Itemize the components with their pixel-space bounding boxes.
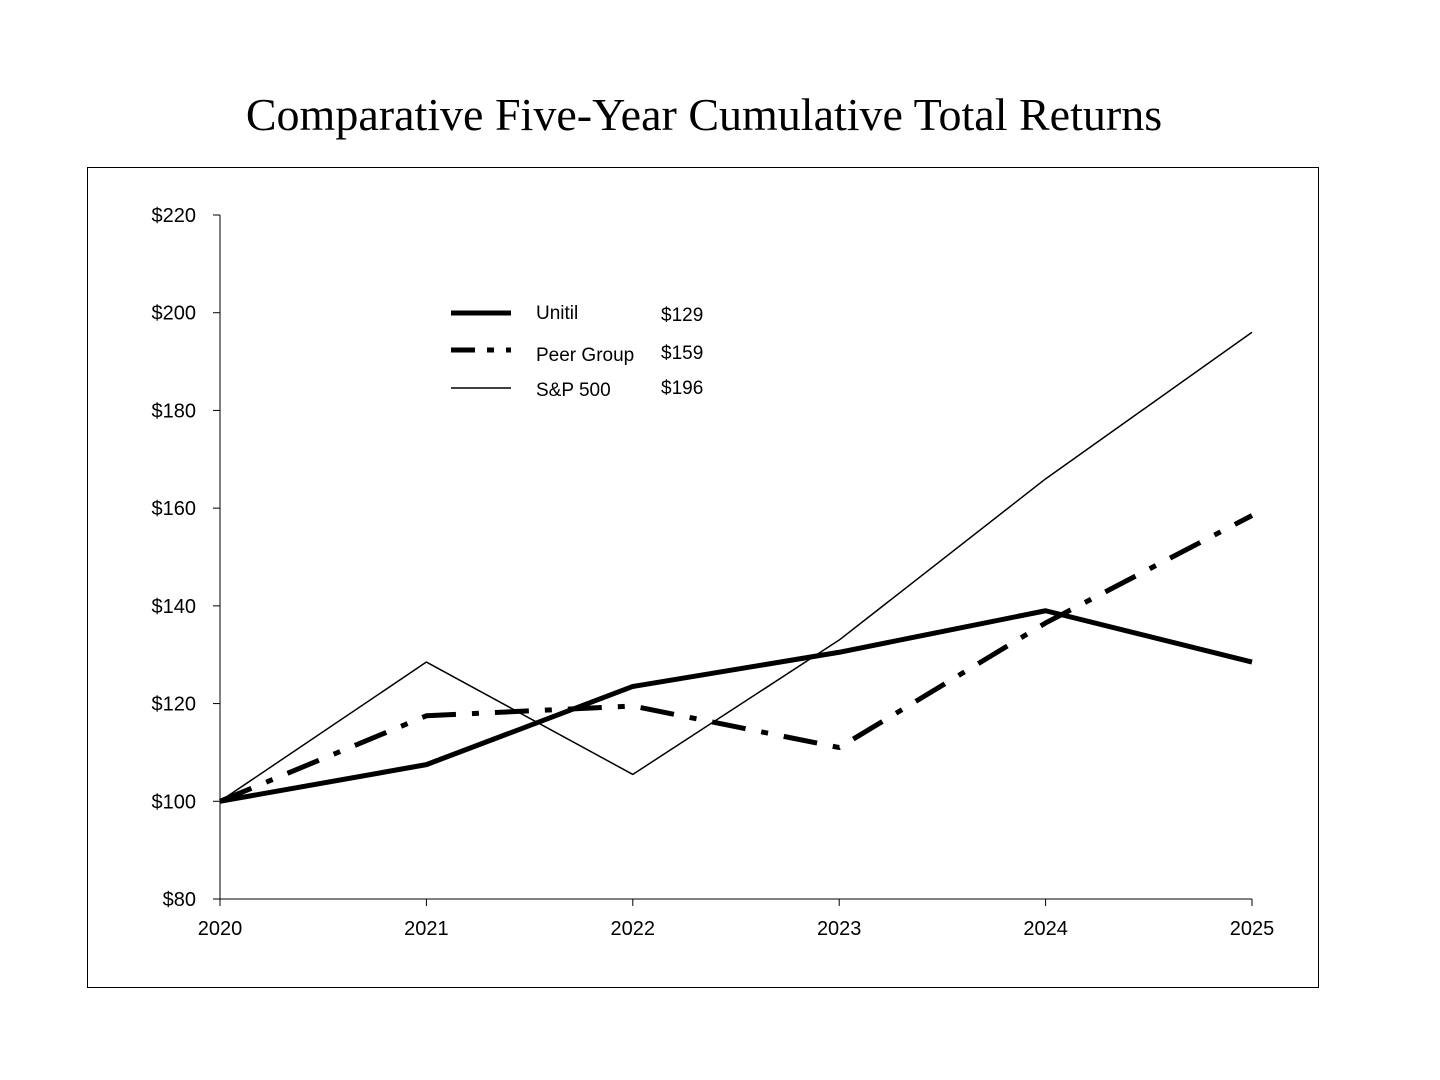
chart-frame [87,167,1319,988]
chart-title: Comparative Five-Year Cumulative Total R… [245,89,1163,140]
y-tick-label: $80 [163,889,196,911]
x-tick-label: 2020 [198,918,243,940]
series-line-s-p-500 [219,331,1253,802]
y-tick-label: $100 [152,791,197,813]
chart-series [219,331,1254,804]
x-tick-label: 2023 [817,918,862,940]
legend-value-unitil: $129 [661,305,703,326]
legend-label-peer-group: Peer Group [536,345,634,366]
y-tick-label: $200 [152,303,197,325]
x-tick-label: 2025 [1230,918,1275,940]
y-tick-label: $160 [152,498,197,520]
x-tick-label: 2022 [611,918,656,940]
x-tick-label: 2021 [404,918,449,940]
legend-label-unitil: Unitil [536,303,578,324]
chart-axes: $80 $100 $120 $140 $160 $180 $200 $220 2020 2021 2… [152,205,1275,940]
series-line-unitil [219,608,1253,804]
y-tick-label: $180 [152,400,197,422]
y-tick-label: $120 [152,694,197,716]
legend-value-s-p-500: $196 [661,378,703,399]
x-tick-label: 2024 [1023,918,1068,940]
chart-legend: Unitil $129 Peer Group $159 S&P 500 $196 [451,303,703,401]
legend-value-peer-group: $159 [661,343,703,364]
series-line-peer-group [219,513,1254,804]
y-tick-label: $140 [152,596,197,618]
legend-label-s-p-500: S&P 500 [536,380,611,401]
y-tick-label: $220 [152,205,197,227]
